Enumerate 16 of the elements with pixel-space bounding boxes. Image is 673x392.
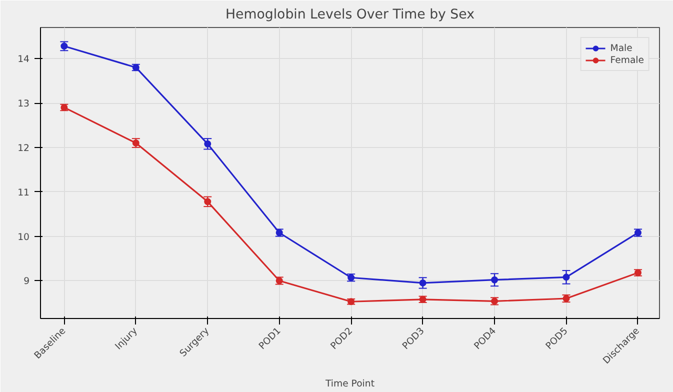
point xyxy=(132,140,140,147)
legend-label: Male xyxy=(610,42,632,54)
y-tick-label: 10 xyxy=(18,232,30,243)
point xyxy=(491,276,498,284)
legend-label: Female xyxy=(610,54,644,66)
point xyxy=(419,279,426,286)
y-tick-label: 14 xyxy=(18,54,30,66)
point xyxy=(204,140,212,148)
chart-title: Hemoglobin Levels Over Time by Sex xyxy=(226,8,475,22)
point xyxy=(204,198,212,206)
y-tick-label: 9 xyxy=(24,276,30,288)
y-tick-label: 13 xyxy=(18,98,30,110)
point xyxy=(562,274,570,281)
y-tick-label: 11 xyxy=(18,187,30,198)
x-axis-title: Time Point xyxy=(324,378,375,390)
y-tick-label: 12 xyxy=(18,142,30,154)
